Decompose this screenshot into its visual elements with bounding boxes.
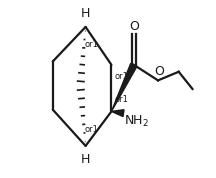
Polygon shape (111, 110, 124, 117)
Text: O: O (129, 20, 139, 33)
Text: or1: or1 (114, 95, 128, 104)
Text: or1: or1 (85, 40, 98, 49)
Polygon shape (111, 63, 137, 111)
Text: or1: or1 (114, 72, 128, 81)
Text: O: O (154, 65, 164, 78)
Text: H: H (81, 7, 90, 20)
Text: H: H (81, 153, 90, 166)
Text: or1: or1 (85, 125, 98, 134)
Text: NH$_2$: NH$_2$ (124, 114, 149, 129)
